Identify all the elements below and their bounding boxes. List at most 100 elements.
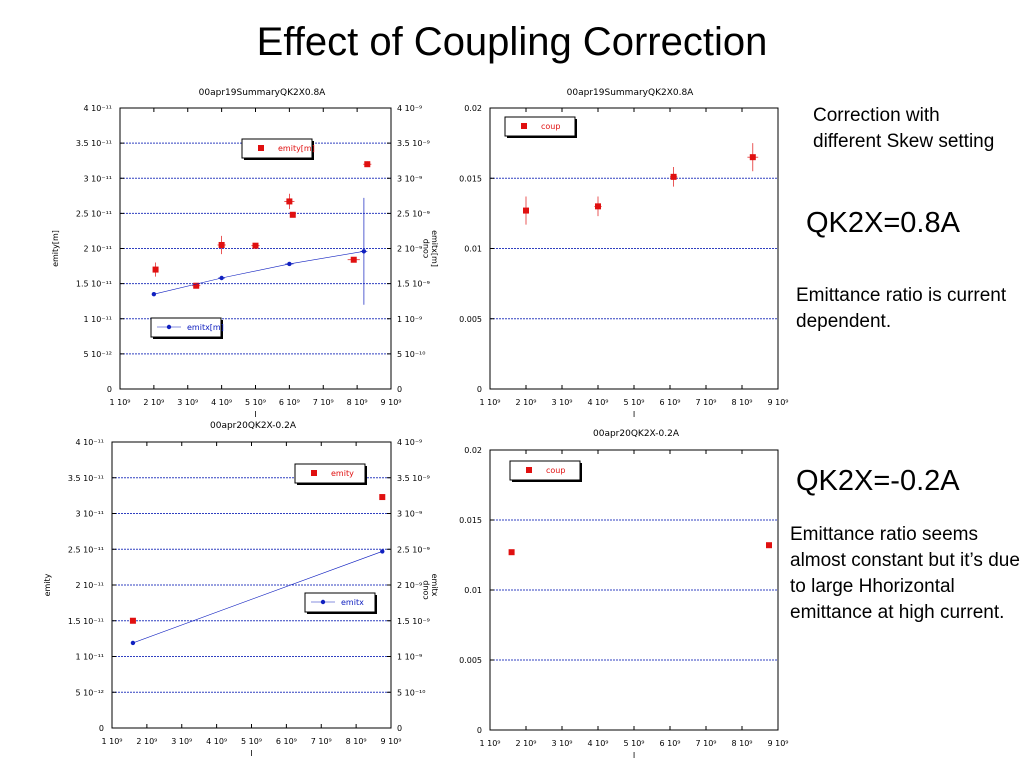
- data-point: [350, 256, 357, 263]
- x-tick-label: 7 10⁹: [695, 398, 716, 407]
- x-tick-label: 1 10⁹: [479, 398, 500, 407]
- x-tick-label: 7 10⁹: [695, 739, 716, 748]
- legend-frame: [304, 592, 376, 613]
- y-tick-label: 1 10⁻¹¹: [76, 653, 104, 662]
- legend-frame: [241, 138, 313, 159]
- y-tick-label: 1 10⁻¹¹: [84, 315, 112, 324]
- legend-box: emitx[m]: [150, 317, 224, 339]
- data-point: [361, 249, 367, 254]
- x-tick-label: 6 10⁹: [279, 398, 300, 407]
- x-tick-label: 9 10⁹: [380, 737, 401, 746]
- data-point: [193, 282, 200, 289]
- y-tick-label: 0.01: [464, 586, 482, 595]
- y-tick-label: 0.005: [459, 315, 482, 324]
- y-axis-label: emity: [43, 573, 52, 596]
- legend-label: emity[m]: [278, 144, 315, 153]
- series-emitx: [130, 549, 385, 646]
- legend-box: emitx: [304, 592, 377, 614]
- y-tick-label: 0.015: [459, 174, 482, 183]
- x-tick-label: 9 10⁹: [767, 398, 788, 407]
- x-tick-label: 7 10⁹: [311, 737, 332, 746]
- x-tick-label: 3 10⁹: [177, 398, 198, 407]
- chart-title: 00apr20QK2X-0.2A: [593, 429, 680, 439]
- x-tick-label: 1 10⁹: [109, 398, 130, 407]
- chart-3: 00apr20QK2X-0.2A 0 5 10⁻¹² 1 10⁻¹¹ 1.5 10⁻¹¹…: [43, 421, 439, 758]
- y-tick-label: 0.02: [464, 104, 482, 113]
- y-tick-label: 5 10⁻¹²: [84, 350, 112, 359]
- legend-label: emity: [331, 469, 354, 478]
- legend-box: coup: [504, 116, 577, 138]
- y-tick-label: 2.5 10⁻¹¹: [68, 545, 104, 554]
- x-tick-label: 5 10⁹: [623, 739, 644, 748]
- data-point: [766, 542, 772, 549]
- y2-tick-label: 4 10⁻⁹: [397, 104, 422, 113]
- intro-note: Correction with different Skew setting: [813, 105, 995, 152]
- y-tick-label: 3 10⁻¹¹: [84, 174, 112, 183]
- y-tick-label: 2 10⁻¹¹: [76, 581, 104, 590]
- x-tick-label: 9 10⁹: [767, 739, 788, 748]
- legend-frame: [294, 463, 366, 484]
- data-point: [595, 203, 601, 210]
- x-tick-label: 4 10⁹: [587, 398, 608, 407]
- chart-2: 00apr19SummaryQK2X0.8A 0 0.005 0.01 0.015 0.0…: [421, 88, 789, 419]
- legend-marker: [311, 470, 317, 476]
- y-tick-label: 2 10⁻¹¹: [84, 245, 112, 254]
- x-tick-label: 7 10⁹: [313, 398, 334, 407]
- x-tick-label: 2 10⁹: [143, 398, 164, 407]
- y-tick-label: 3 10⁻¹¹: [76, 510, 104, 519]
- data-point: [379, 494, 386, 501]
- legend-marker: [521, 123, 527, 129]
- y-tick-label: 0: [99, 724, 104, 733]
- y2-axis-label: emitx[m]: [430, 230, 439, 267]
- case1-heading: QK2X=0.8A: [806, 207, 960, 239]
- y-tick-label: 2.5 10⁻¹¹: [76, 209, 112, 218]
- x-axis-label: I: [633, 410, 635, 419]
- chart-title: 00apr19SummaryQK2X0.8A: [199, 88, 327, 98]
- y-tick-label: 0.015: [459, 516, 482, 525]
- x-tick-label: 5 10⁹: [241, 737, 262, 746]
- y-tick-label: 1.5 10⁻¹¹: [68, 617, 104, 626]
- x-tick-label: 1 10⁹: [101, 737, 122, 746]
- x-tick-label: 4 10⁹: [211, 398, 232, 407]
- data-point: [508, 549, 515, 556]
- y2-tick-label: 3.5 10⁻⁹: [397, 474, 430, 483]
- y-tick-label: 1.5 10⁻¹¹: [76, 280, 112, 289]
- y-axis-label: coup: [421, 580, 430, 599]
- y-axis-label: coup: [421, 239, 430, 258]
- y-tick-label: 3.5 10⁻¹¹: [76, 139, 112, 148]
- x-tick-label: 8 10⁹: [346, 737, 367, 746]
- legend-marker: [526, 467, 532, 473]
- x-axis-label: I: [250, 749, 252, 758]
- y2-tick-label: 1 10⁻⁹: [397, 315, 422, 324]
- data-point: [219, 275, 224, 281]
- y-tick-label: 0: [477, 726, 482, 735]
- slide-title: Effect of Coupling Correction: [256, 20, 768, 64]
- y2-tick-label: 2.5 10⁻⁹: [397, 545, 430, 554]
- x-tick-label: 8 10⁹: [347, 398, 368, 407]
- series-coup: [508, 542, 772, 556]
- case2-note: Emittance ratio seems almost constant bu…: [790, 524, 1020, 623]
- y2-tick-label: 0: [397, 724, 402, 733]
- series-emity: [129, 494, 386, 624]
- y-tick-label: 4 10⁻¹¹: [76, 438, 104, 447]
- data-point: [289, 211, 296, 218]
- series-line: [153, 251, 364, 295]
- legend-label: coup: [541, 122, 560, 131]
- y-tick-label: 0: [477, 385, 482, 394]
- y-tick-label: 0.02: [464, 446, 482, 455]
- data-point: [287, 261, 292, 267]
- x-tick-label: 5 10⁹: [623, 398, 644, 407]
- x-tick-label: 2 10⁹: [515, 398, 536, 407]
- data-point: [749, 154, 756, 161]
- x-axis-label: I: [254, 410, 256, 419]
- y-tick-label: 0: [107, 385, 112, 394]
- x-tick-label: 3 10⁹: [551, 739, 572, 748]
- chart-4: 00apr20QK2X-0.2A 0 0.005 0.01 0.015 0.02 1 10⁹…: [421, 429, 789, 760]
- x-tick-label: 6 10⁹: [659, 739, 680, 748]
- x-tick-label: 6 10⁹: [276, 737, 297, 746]
- legend-box: emity: [294, 463, 367, 485]
- data-point: [130, 640, 136, 646]
- data-point: [286, 198, 293, 205]
- x-tick-label: 5 10⁹: [245, 398, 266, 407]
- chart-1: 00apr19SummaryQK2X0.8A 0 5 10⁻¹² 1 10⁻¹¹ 1.5…: [51, 88, 439, 419]
